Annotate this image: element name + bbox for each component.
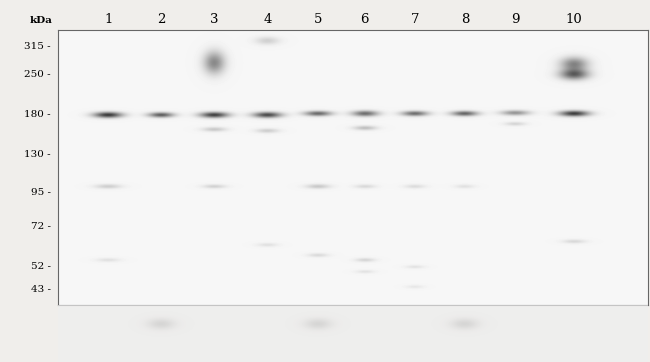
Text: 7: 7 (411, 13, 419, 26)
Text: 52 -: 52 - (31, 262, 51, 271)
Text: 3: 3 (210, 13, 218, 26)
Text: 1: 1 (104, 13, 112, 26)
Text: 95 -: 95 - (31, 189, 51, 197)
Text: 8: 8 (461, 13, 469, 26)
Text: 315 -: 315 - (25, 42, 51, 51)
Text: 72 -: 72 - (31, 222, 51, 231)
Text: 4: 4 (263, 13, 272, 26)
Text: 6: 6 (361, 13, 369, 26)
Text: 5: 5 (313, 13, 322, 26)
Text: 10: 10 (566, 13, 582, 26)
Text: 180 -: 180 - (25, 110, 51, 119)
Text: 250 -: 250 - (25, 70, 51, 79)
Text: 2: 2 (157, 13, 166, 26)
Text: 9: 9 (511, 13, 519, 26)
Text: 43 -: 43 - (31, 285, 51, 294)
Text: kDa: kDa (29, 16, 52, 25)
Text: 130 -: 130 - (25, 150, 51, 159)
